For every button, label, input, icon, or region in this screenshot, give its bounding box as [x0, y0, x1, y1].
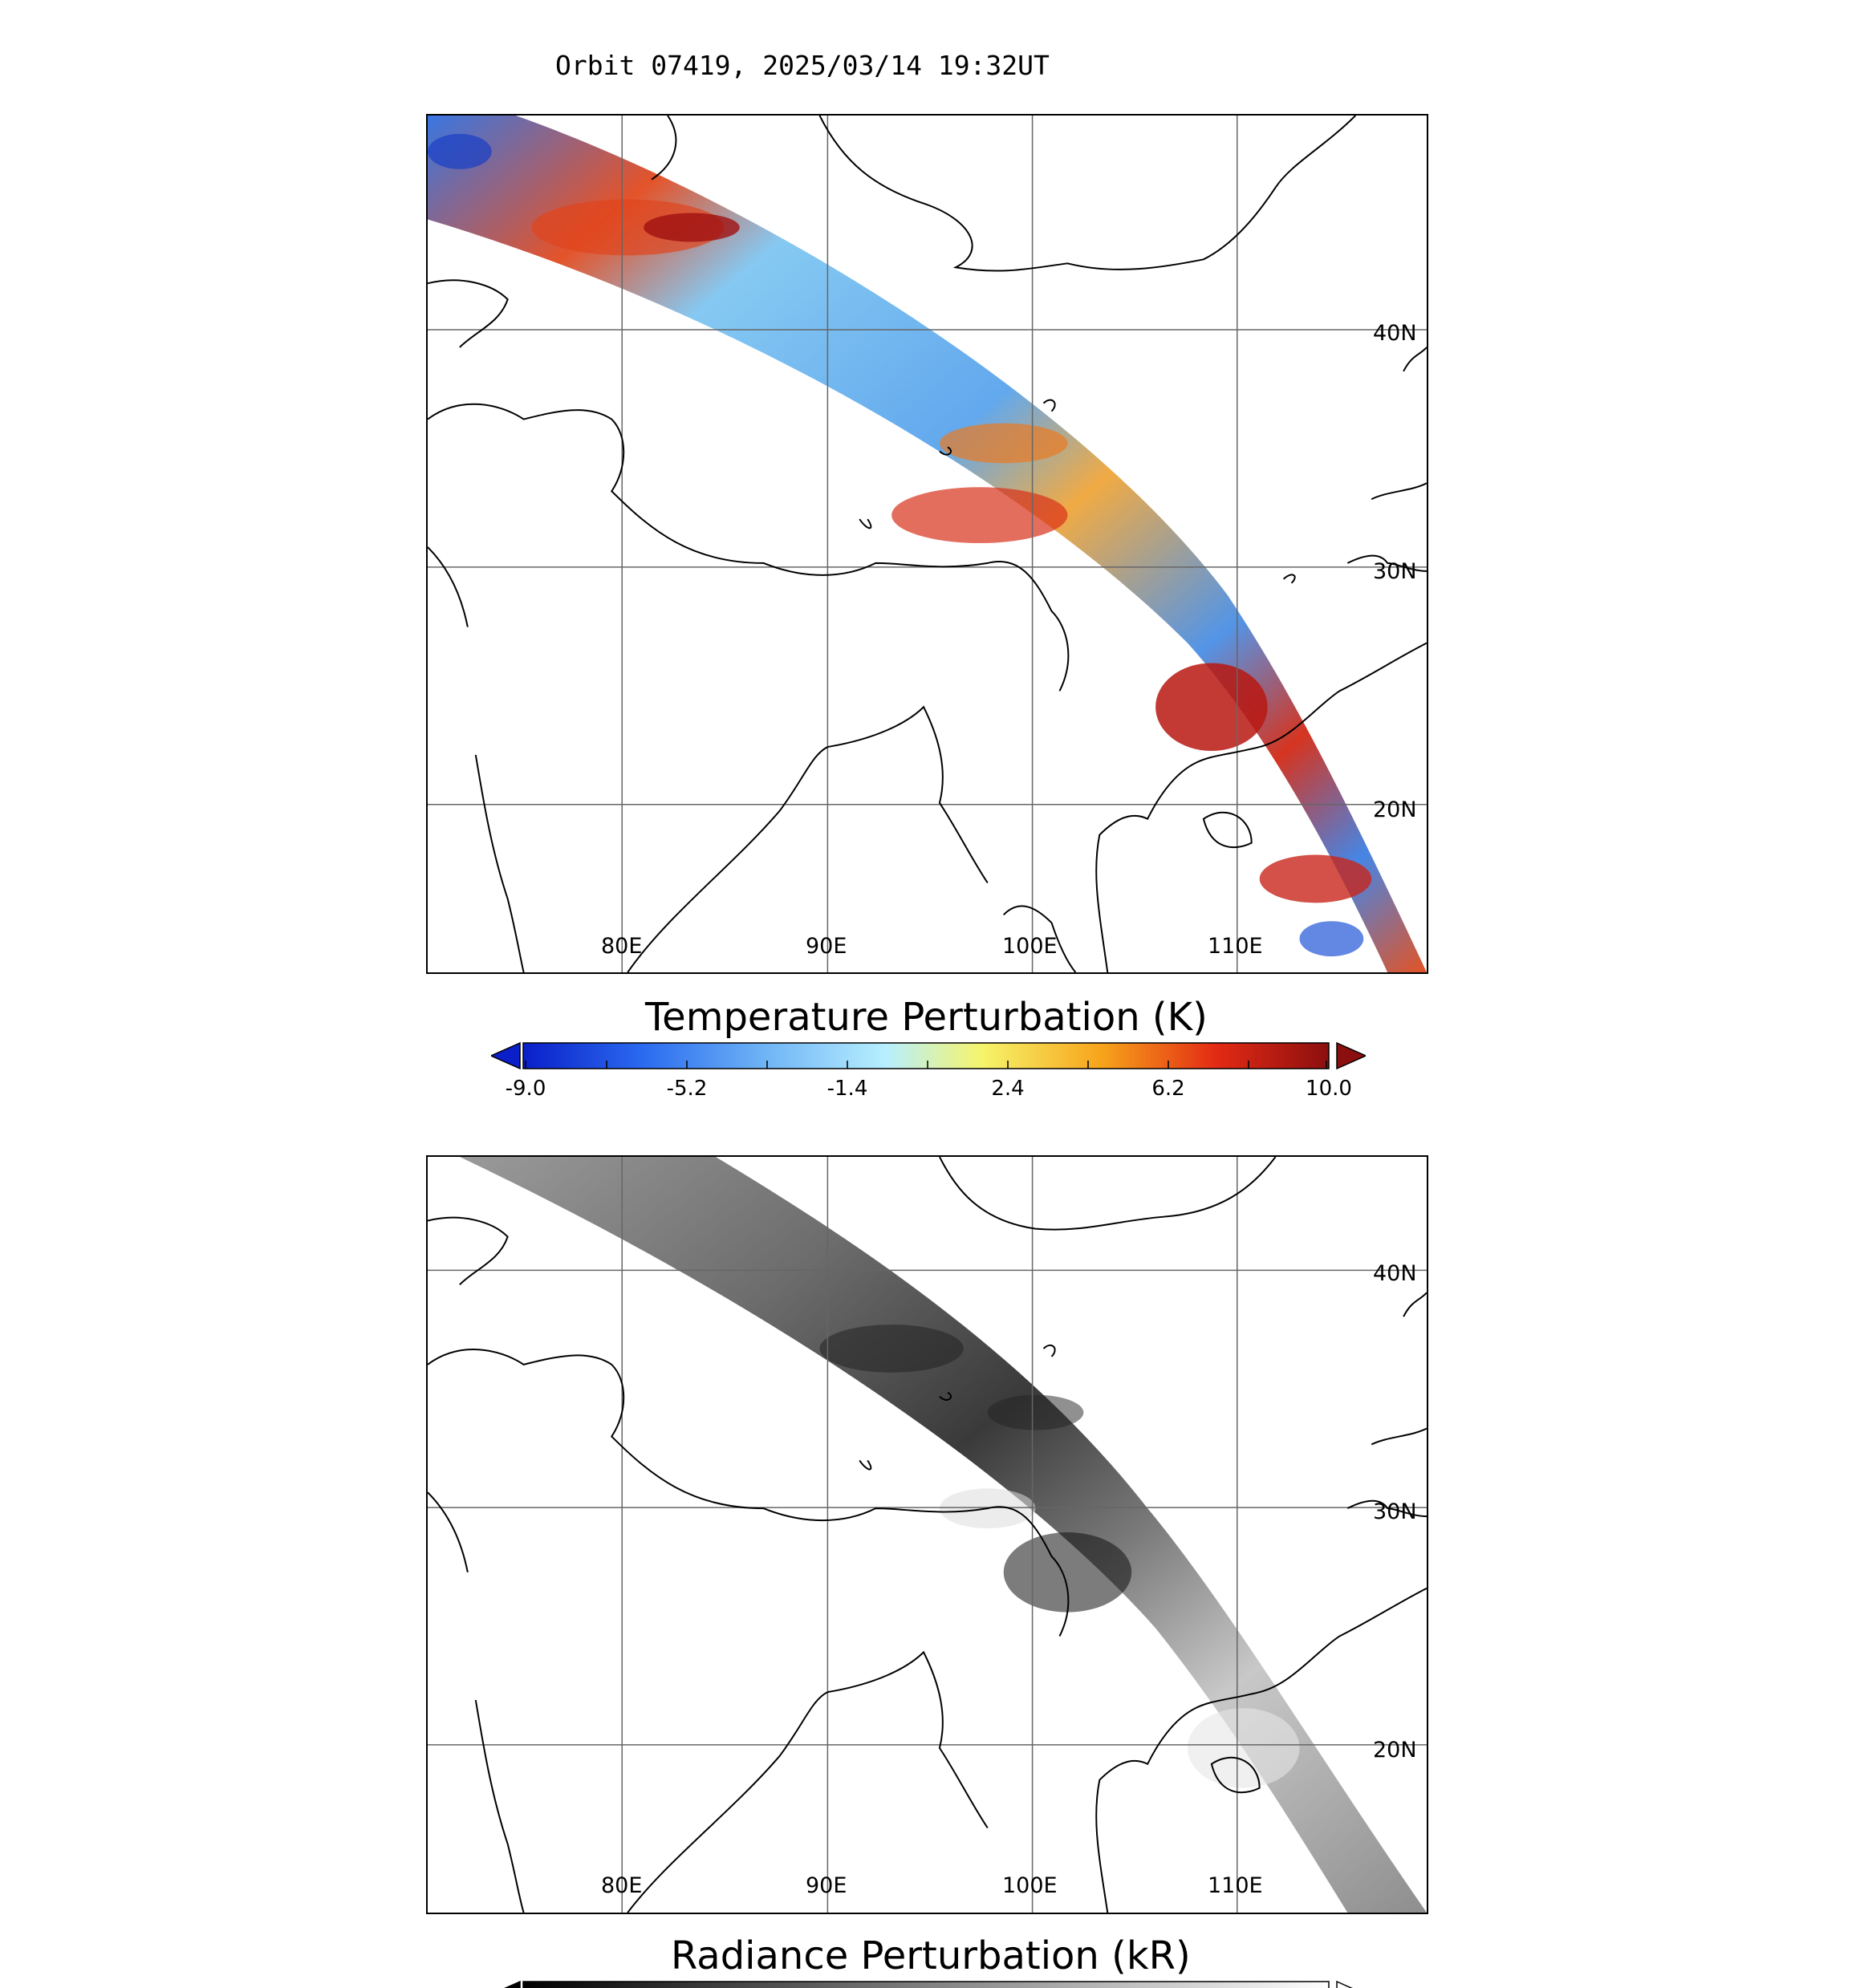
- colorbar-tick: 6.2: [1151, 1077, 1185, 1101]
- colorbar-tick: -1.4: [826, 1077, 868, 1101]
- dark-feature: [819, 1325, 964, 1373]
- colorbar-min-arrow: [489, 1041, 521, 1070]
- figure-title: Orbit 07419, 2025/03/14 19:32UT: [555, 50, 1050, 81]
- lon-label-100e: 100E: [1002, 934, 1058, 959]
- dark-feature: [987, 1394, 1084, 1430]
- colorbar-tick: -9.0: [505, 1077, 546, 1101]
- lon-label-100e: 100E: [1002, 1873, 1058, 1898]
- colorbar-tick: 10.0: [1306, 1077, 1352, 1101]
- lon-label-110e: 110E: [1208, 934, 1263, 959]
- temperature-colorbar: [489, 1040, 1367, 1072]
- graticule: [428, 116, 1427, 972]
- warm-anomaly: [1155, 663, 1268, 752]
- warm-anomaly: [891, 487, 1068, 544]
- lat-label-30n: 30N: [1373, 559, 1417, 584]
- warm-anomaly: [1259, 854, 1372, 903]
- radiance-colorbar: [491, 1978, 1366, 1988]
- lon-label-80e: 80E: [601, 1873, 643, 1898]
- colorbar-tick: -5.2: [666, 1077, 708, 1101]
- warm-anomaly: [644, 213, 740, 242]
- temperature-map-svg: [428, 116, 1427, 972]
- temperature-colorbar-title: Temperature Perturbation (K): [645, 995, 1208, 1040]
- temperature-swath: [428, 116, 1427, 972]
- lon-label-110e: 110E: [1208, 1873, 1263, 1898]
- lat-label-40n: 40N: [1373, 321, 1417, 346]
- lat-label-20n: 20N: [1373, 797, 1417, 822]
- warm-anomaly: [939, 423, 1068, 464]
- colorbar-max-arrow: [1336, 1041, 1367, 1070]
- radiance-map-panel: 40N 30N 20N 80E 90E 100E 110E: [426, 1155, 1428, 1914]
- coastlines: [428, 1157, 1427, 1913]
- colorbar-tick: 2.4: [991, 1077, 1025, 1101]
- cold-anomaly: [1299, 921, 1364, 957]
- temperature-map-panel: 40N 30N 20N 80E 90E 100E 110E: [426, 114, 1428, 974]
- lon-label-90e: 90E: [806, 934, 847, 959]
- radiance-swath: [459, 1157, 1427, 1913]
- radiance-colorbar-title: Radiance Perturbation (kR): [671, 1933, 1191, 1978]
- lon-label-80e: 80E: [601, 934, 643, 959]
- dark-feature: [1003, 1532, 1132, 1613]
- graticule: [428, 1157, 1427, 1913]
- lat-label-40n: 40N: [1373, 1261, 1417, 1286]
- warm-anomaly: [531, 199, 724, 256]
- coastlines: [428, 116, 1427, 972]
- cold-anomaly: [428, 133, 492, 169]
- radiance-map-svg: [428, 1157, 1427, 1913]
- colorbar-gradient: [522, 1042, 1330, 1069]
- bright-feature: [1187, 1708, 1300, 1788]
- lat-label-30n: 30N: [1373, 1499, 1417, 1524]
- lon-label-90e: 90E: [806, 1873, 847, 1898]
- lat-label-20n: 20N: [1373, 1738, 1417, 1763]
